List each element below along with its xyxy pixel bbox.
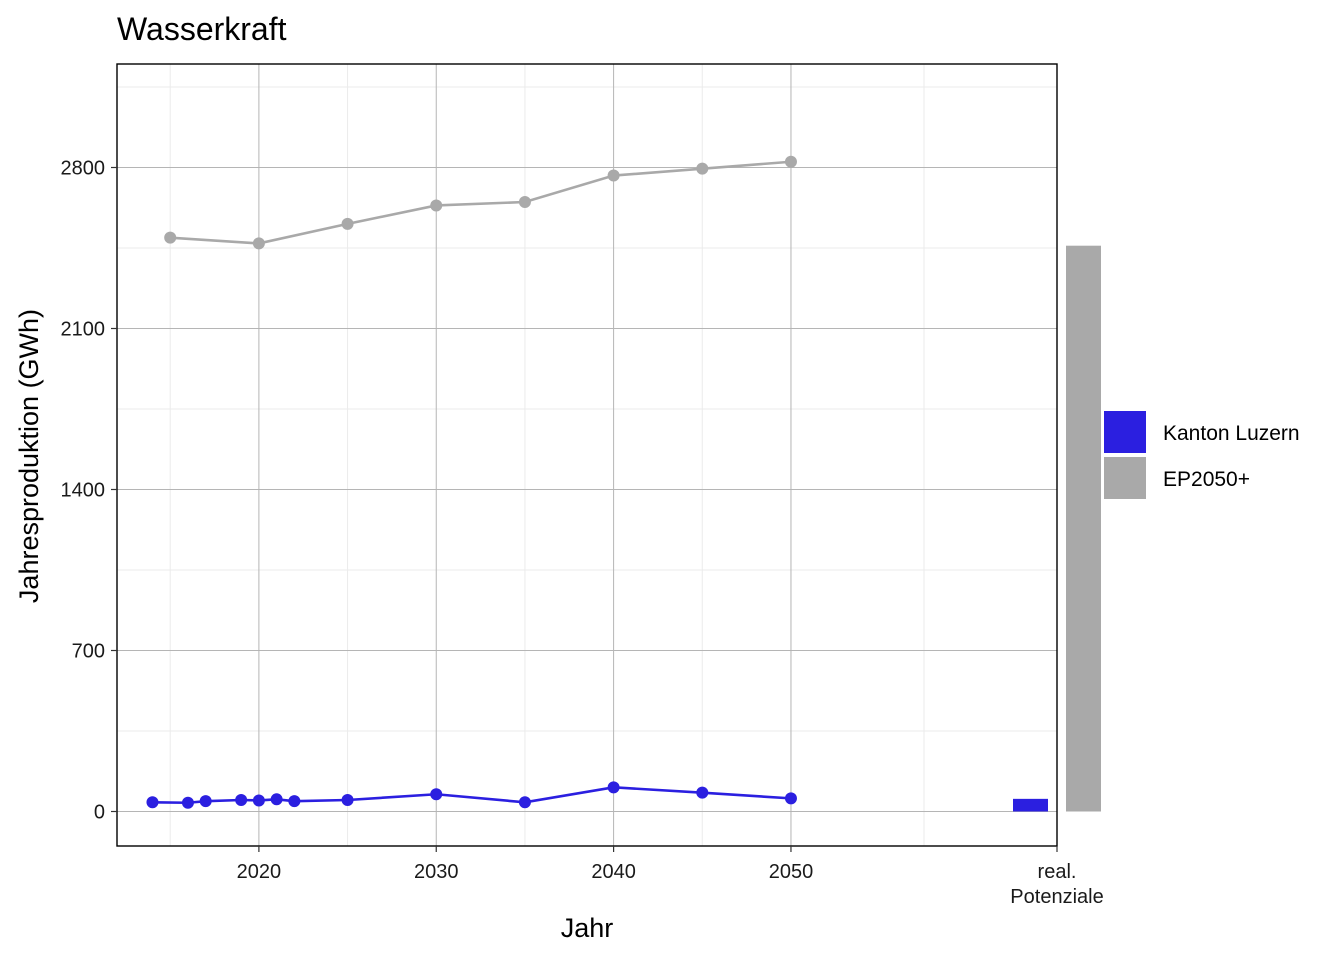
chart-title: Wasserkraft	[117, 11, 287, 47]
bar-kanton-luzern	[1013, 798, 1048, 812]
point-kanton-luzern	[252, 794, 265, 807]
line-ep2050-	[170, 160, 792, 245]
point-ep2050-	[518, 196, 531, 208]
point-kanton-luzern	[430, 788, 443, 801]
plot-panel-border	[116, 63, 1058, 847]
legend: Kanton Luzern EP2050+	[1104, 411, 1300, 499]
y-tick-label: 700	[72, 641, 105, 663]
point-kanton-luzern	[341, 794, 354, 806]
point-ep2050-	[164, 231, 177, 244]
y-tick-label: 1400	[61, 480, 106, 502]
point-kanton-luzern	[518, 796, 531, 809]
point-kanton-luzern	[235, 794, 248, 806]
x-tick-label-potential: Potenziale	[1010, 886, 1103, 908]
legend-label: Kanton Luzern	[1163, 422, 1300, 445]
y-axis-ticks: 0 700 1400 2100 2800	[61, 158, 117, 824]
bar-ep2050-	[1066, 245, 1101, 812]
y-tick-label: 0	[94, 802, 105, 824]
point-kanton-luzern	[696, 786, 709, 799]
line-kanton-luzern	[152, 786, 792, 805]
legend-key	[1104, 411, 1146, 453]
potential-bars	[1013, 245, 1101, 812]
minor-gridlines	[117, 64, 1057, 846]
x-tick-label: 2030	[414, 861, 459, 883]
point-kanton-luzern	[784, 792, 797, 805]
x-tick-label: 2020	[237, 861, 282, 883]
x-axis-title: Jahr	[561, 913, 614, 943]
legend-key	[1104, 457, 1146, 499]
y-tick-label: 2100	[61, 319, 106, 341]
point-kanton-luzern	[181, 796, 194, 809]
point-ep2050-	[341, 217, 354, 230]
point-kanton-luzern	[288, 795, 301, 808]
point-kanton-luzern	[270, 793, 283, 806]
point-kanton-luzern	[607, 781, 620, 794]
point-ep2050-	[784, 155, 797, 168]
major-gridlines	[117, 64, 1058, 846]
x-tick-label-potential: real.	[1038, 861, 1077, 883]
point-ep2050-	[607, 169, 620, 182]
series-lines	[146, 155, 797, 809]
point-kanton-luzern	[146, 796, 159, 809]
y-tick-label: 2800	[61, 158, 106, 180]
x-axis-ticks: 2020 2030 2040 2050 real. Potenziale	[237, 846, 1104, 908]
x-tick-label: 2050	[769, 861, 814, 883]
point-ep2050-	[252, 237, 265, 250]
y-axis-title: Jahresproduktion (GWh)	[14, 309, 44, 603]
point-kanton-luzern	[199, 795, 212, 808]
x-tick-label: 2040	[591, 861, 636, 883]
point-ep2050-	[696, 162, 709, 175]
point-ep2050-	[430, 199, 443, 212]
legend-label: EP2050+	[1163, 468, 1250, 491]
